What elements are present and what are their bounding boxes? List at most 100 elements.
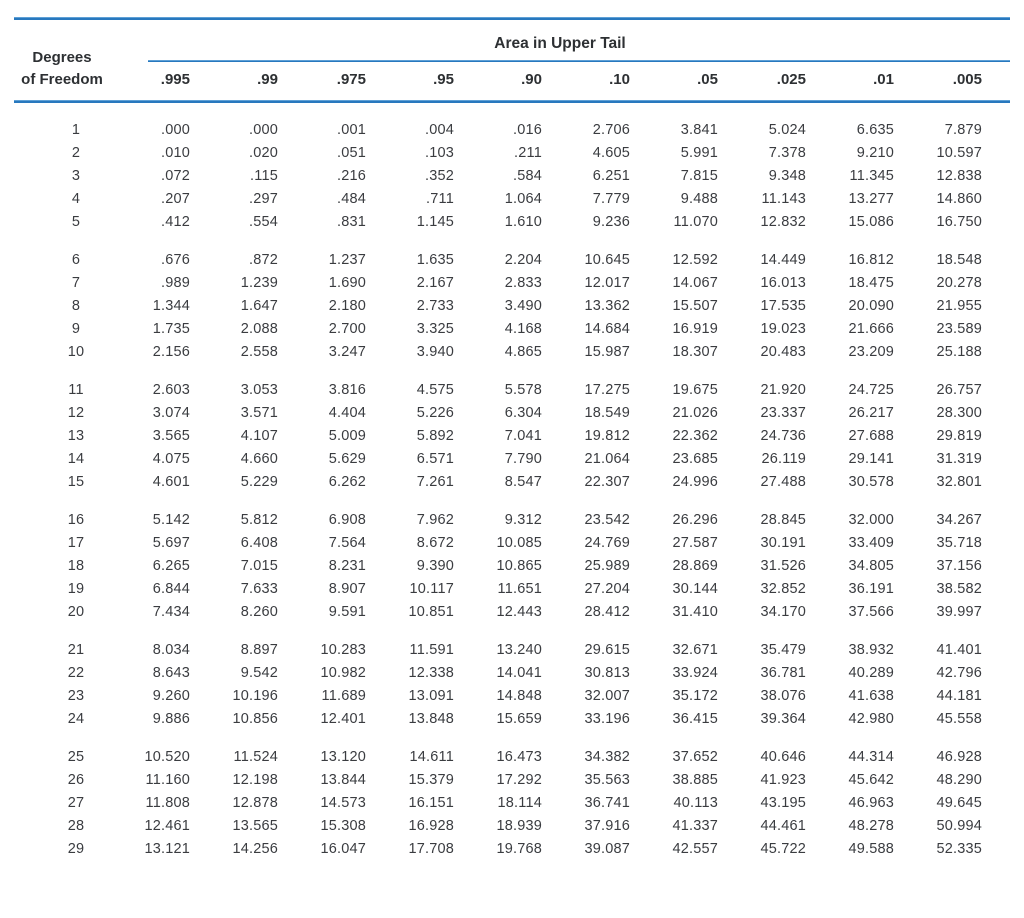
value-cell: 4.404 [328, 404, 366, 421]
value-cell: 36.781 [760, 664, 806, 681]
value-cell: 2.088 [240, 320, 278, 337]
table-row: 29 13.121 14.256 16.047 17.708 19.768 39.087 42… [14, 837, 1010, 860]
value-cell: 7.378 [768, 144, 806, 161]
value-cell: .115 [250, 167, 278, 184]
value-cell: 18.548 [936, 251, 982, 268]
value-cell: 2.833 [504, 274, 542, 291]
value-cell: 23.542 [584, 511, 630, 528]
value-cell: .484 [336, 190, 366, 207]
value-cell: 3.074 [152, 404, 190, 421]
value-cell: 8.643 [152, 664, 190, 681]
value-cell: 8.547 [504, 473, 542, 490]
value-cell: 9.886 [152, 710, 190, 727]
value-cell: 35.172 [672, 687, 718, 704]
value-cell: 32.852 [760, 580, 806, 597]
value-cell: 18.939 [496, 817, 542, 834]
table-row: 14 4.075 4.660 5.629 6.571 7.790 21.064 23.685 2… [14, 447, 1010, 470]
value-cell: 41.337 [672, 817, 718, 834]
value-cell: 45.558 [936, 710, 982, 727]
value-cell: 52.335 [936, 840, 982, 857]
row-group: 11 2.603 3.053 3.816 4.575 5.578 17.275 19.675 2… [14, 378, 1010, 493]
table-row: 9 1.735 2.088 2.700 3.325 4.168 14.684 16.919 19… [14, 317, 1010, 340]
value-cell: 26.757 [936, 381, 982, 398]
value-cell: 23.589 [936, 320, 982, 337]
row-group: 1 .000 .000 .001 .004 .016 2.706 3.841 5.024 6.63… [14, 118, 1010, 233]
degrees-of-freedom-cell: 16 [67, 511, 85, 528]
column-header: .005 [952, 71, 982, 88]
value-cell: 3.325 [416, 320, 454, 337]
value-cell: 24.996 [672, 473, 718, 490]
table-row: 16 5.142 5.812 6.908 7.962 9.312 23.542 26.296 2… [14, 508, 1010, 531]
table-row: 1 .000 .000 .001 .004 .016 2.706 3.841 5.024 6.63… [14, 118, 1010, 141]
row-group: 21 8.034 8.897 10.283 11.591 13.240 29.615 32.6… [14, 638, 1010, 730]
value-cell: 4.075 [152, 450, 190, 467]
value-cell: 49.588 [848, 840, 894, 857]
table-row: 20 7.434 8.260 9.591 10.851 12.443 28.412 31.41… [14, 600, 1010, 623]
value-cell: 10.520 [144, 748, 190, 765]
value-cell: 45.642 [848, 771, 894, 788]
value-cell: 6.571 [416, 450, 454, 467]
value-cell: 32.801 [936, 473, 982, 490]
degrees-of-freedom-cell: 7 [71, 274, 81, 291]
value-cell: 13.565 [232, 817, 278, 834]
value-cell: 7.962 [416, 511, 454, 528]
value-cell: 29.141 [848, 450, 894, 467]
header-bottom-rule [14, 100, 1010, 103]
value-cell: 6.908 [328, 511, 366, 528]
column-header: .05 [697, 71, 718, 88]
value-cell: 14.848 [496, 687, 542, 704]
table-row: 11 2.603 3.053 3.816 4.575 5.578 17.275 19.675 2… [14, 378, 1010, 401]
value-cell: 21.920 [760, 381, 806, 398]
value-cell: 42.796 [936, 664, 982, 681]
value-cell: .010 [160, 144, 190, 161]
value-cell: 10.851 [408, 603, 454, 620]
value-cell: 32.000 [848, 511, 894, 528]
value-cell: 32.671 [672, 641, 718, 658]
degrees-of-freedom-cell: 24 [67, 710, 85, 727]
value-cell: 22.362 [672, 427, 718, 444]
table-row: 25 10.520 11.524 13.120 14.611 16.473 34.382 37… [14, 745, 1010, 768]
value-cell: 43.195 [760, 794, 806, 811]
value-cell: 2.180 [328, 297, 366, 314]
value-cell: .831 [336, 213, 366, 230]
value-cell: .412 [160, 213, 190, 230]
degrees-of-freedom-cell: 15 [67, 473, 85, 490]
value-cell: 9.236 [592, 213, 630, 230]
value-cell: 26.217 [848, 404, 894, 421]
value-cell: 33.924 [672, 664, 718, 681]
value-cell: 31.410 [672, 603, 718, 620]
table-row: 5 .412 .554 .831 1.145 1.610 9.236 11.070 12.832… [14, 210, 1010, 233]
value-cell: 10.283 [320, 641, 366, 658]
value-cell: 29.615 [584, 641, 630, 658]
degrees-of-freedom-header-line1: Degrees [32, 49, 92, 66]
value-cell: 6.251 [592, 167, 630, 184]
value-cell: .103 [424, 144, 454, 161]
value-cell: .554 [248, 213, 278, 230]
value-cell: 46.928 [936, 748, 982, 765]
value-cell: 45.722 [760, 840, 806, 857]
value-cell: 7.015 [240, 557, 278, 574]
degrees-of-freedom-cell: 14 [67, 450, 85, 467]
value-cell: 15.659 [496, 710, 542, 727]
value-cell: .676 [160, 251, 190, 268]
value-cell: 30.813 [584, 664, 630, 681]
degrees-of-freedom-cell: 20 [67, 603, 85, 620]
value-cell: 4.168 [504, 320, 542, 337]
value-cell: 40.289 [848, 664, 894, 681]
value-cell: .711 [426, 190, 454, 207]
value-cell: 9.348 [768, 167, 806, 184]
value-cell: 33.409 [848, 534, 894, 551]
value-cell: 11.345 [849, 167, 894, 184]
table-row: 23 9.260 10.196 11.689 13.091 14.848 32.007 35.… [14, 684, 1010, 707]
value-cell: 1.647 [240, 297, 278, 314]
column-header: .995 [160, 71, 190, 88]
value-cell: 17.708 [408, 840, 454, 857]
degrees-of-freedom-cell: 25 [67, 748, 85, 765]
table-row: 2 .010 .020 .051 .103 .211 4.605 5.991 7.378 9.21… [14, 141, 1010, 164]
value-cell: 7.779 [592, 190, 630, 207]
degrees-of-freedom-cell: 18 [67, 557, 85, 574]
table-row: 10 2.156 2.558 3.247 3.940 4.865 15.987 18.307 2… [14, 340, 1010, 363]
degrees-of-freedom-cell: 26 [67, 771, 85, 788]
value-cell: 25.188 [936, 343, 982, 360]
degrees-of-freedom-cell: 10 [67, 343, 85, 360]
